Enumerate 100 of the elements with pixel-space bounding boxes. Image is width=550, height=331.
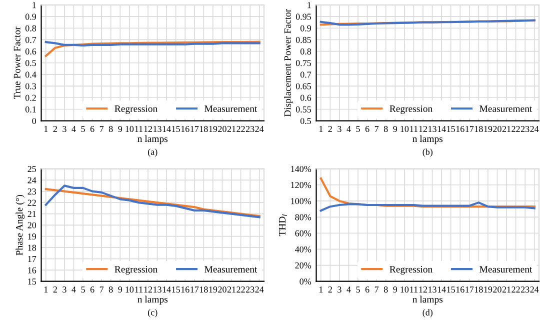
- y-tick-label: 22: [28, 200, 36, 206]
- y-tick-label: 1: [32, 2, 36, 8]
- legend-label: Measurement: [204, 106, 258, 112]
- x-tick-label: 15: [447, 286, 455, 293]
- y-tick-label: 0.4: [25, 72, 36, 78]
- x-tick-label: 5: [356, 286, 360, 293]
- x-tick-label: 14: [162, 126, 171, 132]
- x-tick-label: 4: [346, 286, 351, 292]
- x-axis-title: n lamps: [138, 296, 168, 305]
- x-tick-label: 9: [118, 126, 122, 132]
- x-axis-title: n lamps: [138, 135, 168, 144]
- y-tick-label: 0.3: [25, 83, 36, 90]
- x-tick-label: 16: [181, 286, 190, 293]
- x-tick-label: 22: [236, 126, 245, 132]
- y-tick-label: 0.9: [25, 14, 36, 20]
- x-tick-label: 10: [126, 286, 134, 293]
- x-tick-label: 18: [200, 126, 208, 132]
- x-tick-label: 6: [90, 126, 94, 132]
- x-tick-label: 21: [227, 126, 236, 132]
- x-tick-label: 24: [530, 126, 539, 132]
- x-tick-label: 5: [81, 286, 85, 293]
- x-tick-label: 12: [144, 286, 152, 292]
- x-tick-label: 18: [200, 286, 208, 293]
- y-tick-label: 60%: [295, 230, 312, 236]
- x-tick-label: 6: [365, 286, 370, 293]
- y-tick-label: 120%: [291, 182, 312, 188]
- text: (d): [422, 309, 432, 318]
- x-tick-label: 16: [456, 286, 464, 293]
- y-tick-label: 17: [28, 256, 36, 262]
- x-tick-label: 13: [428, 286, 436, 293]
- y-tick-label: 140%: [291, 166, 312, 172]
- y-tick-label: 0.75: [296, 60, 312, 66]
- x-tick-label: 24: [530, 286, 539, 292]
- x-tick-label: 19: [209, 286, 218, 293]
- x-tick-label: 22: [512, 126, 520, 132]
- x-tick-label: 12: [419, 286, 427, 292]
- x-tick-label: 17: [190, 286, 199, 292]
- x-tick-label: 14: [162, 286, 171, 292]
- x-tick-label: 12: [144, 126, 152, 132]
- x-tick-label: 17: [466, 126, 474, 132]
- x-tick-label: 11: [410, 126, 418, 132]
- x-tick-label: 22: [236, 286, 245, 292]
- legend-label: Measurement: [204, 266, 258, 273]
- y-tick-label: 0.2: [25, 94, 36, 101]
- x-tick-label: 16: [181, 126, 190, 132]
- y-axis-title: Phase Angle (°): [16, 194, 25, 256]
- x-tick-label: 8: [384, 126, 388, 132]
- y-tick-label: 0.85: [296, 36, 312, 43]
- x-tick-label: 4: [72, 286, 76, 292]
- x-tick-label: 18: [474, 286, 483, 293]
- x-axis-title: n lamps: [412, 296, 443, 305]
- x-tick-label: 9: [118, 286, 122, 293]
- x-tick-label: 23: [246, 126, 254, 132]
- x-tick-label: 2: [328, 126, 332, 132]
- legend-label: Regression: [114, 266, 158, 275]
- x-tick-label: 3: [62, 126, 66, 132]
- x-tick-label: 10: [400, 126, 409, 132]
- y-tick-label: 0.7: [25, 36, 36, 43]
- x-tick-label: 8: [384, 286, 388, 293]
- y-tick-label: 16: [28, 267, 36, 274]
- x-tick-label: 23: [520, 126, 530, 132]
- y-axis-title: THD$_{I}$: [279, 214, 288, 236]
- y-tick-label: 23: [28, 188, 36, 195]
- x-tick-label: 21: [227, 286, 236, 292]
- x-tick-label: 3: [62, 286, 66, 293]
- x-tick-label: 1: [44, 286, 48, 292]
- x-tick-label: 7: [374, 286, 379, 292]
- y-tick-label: 80%: [295, 214, 312, 220]
- x-tick-label: 24: [255, 286, 264, 292]
- line-series: [320, 177, 536, 208]
- y-tick-label: 0: [32, 118, 36, 124]
- x-tick-label: 5: [81, 126, 85, 132]
- x-tick-label: 20: [493, 126, 502, 132]
- y-tick-label: 0.9: [300, 25, 312, 32]
- x-tick-label: 15: [172, 286, 180, 293]
- x-tick-label: 14: [438, 126, 446, 132]
- y-tick-label: 21: [28, 210, 36, 217]
- x-tick-label: 17: [190, 126, 199, 132]
- x-tick-label: 2: [53, 126, 57, 132]
- x-tick-label: 9: [393, 286, 398, 293]
- line-series: [320, 202, 536, 212]
- x-tick-label: 15: [172, 126, 180, 132]
- x-tick-label: 3: [338, 126, 342, 132]
- x-tick-label: 20: [493, 286, 502, 293]
- x-tick-label: 2: [328, 286, 332, 292]
- y-axis-title: Displacement Power Factor: [284, 8, 293, 117]
- x-tick-label: 14: [438, 286, 446, 292]
- text: (b): [422, 148, 432, 157]
- y-tick-label: 0.8: [300, 48, 312, 55]
- y-tick-label: 15: [28, 278, 36, 285]
- x-tick-label: 3: [338, 286, 342, 293]
- y-tick-label: 0.95: [296, 14, 312, 20]
- x-tick-label: 2: [53, 286, 57, 292]
- x-tick-label: 21: [502, 126, 510, 132]
- y-axis-title: True Power Factor: [14, 26, 20, 99]
- x-tick-label: 19: [484, 286, 492, 293]
- x-tick-label: 24: [255, 126, 264, 132]
- x-tick-label: 20: [218, 286, 226, 293]
- x-tick-label: 1: [44, 126, 48, 132]
- x-tick-label: 1: [319, 126, 323, 132]
